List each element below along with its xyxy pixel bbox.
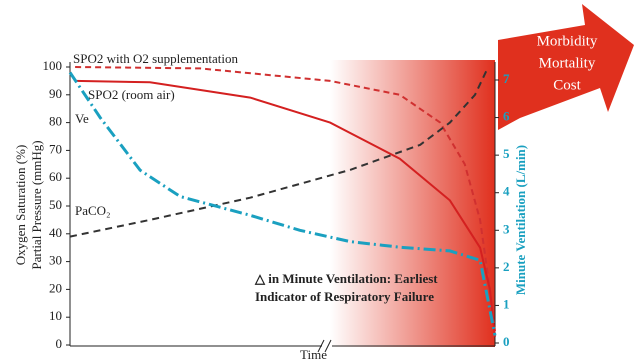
- y-tick-label: 60: [49, 169, 62, 184]
- y-tick-label: 50: [49, 197, 62, 212]
- x-label: Time: [300, 347, 327, 361]
- y2-tick-label: 3: [503, 221, 510, 236]
- y-tick-label: 0: [56, 336, 63, 351]
- y-label: Oxygen Saturation (%): [13, 145, 28, 266]
- y-tick-label: 90: [49, 86, 62, 101]
- y-tick-label: 100: [43, 58, 63, 73]
- y2-tick-label: 0: [503, 334, 510, 349]
- y-tick-label: 30: [49, 253, 62, 268]
- annotation: Indicator of Respiratory Failure: [255, 289, 434, 304]
- y2-tick-label: 7: [503, 71, 510, 86]
- y-tick-label: 80: [49, 114, 62, 129]
- y-tick-label: 70: [49, 141, 62, 156]
- arrow-text: Morbidity: [537, 33, 598, 49]
- y2-tick-label: 4: [503, 184, 510, 199]
- series-line: [69, 69, 488, 238]
- y2-tick-label: 1: [503, 296, 510, 311]
- series-line: [68, 71, 497, 336]
- series-label: PaCO₂: [75, 203, 111, 218]
- y-tick-label: 10: [49, 308, 62, 323]
- risk-gradient: [330, 60, 495, 347]
- series-line: [75, 79, 496, 337]
- y-tick-label: 40: [49, 225, 62, 240]
- axis-break: [317, 339, 332, 353]
- risk-arrow: [498, 4, 634, 130]
- series-label: SPO2 with O2 supplementation: [73, 51, 239, 66]
- series-label: SPO2 (room air): [88, 87, 175, 102]
- arrow-text: Mortality: [539, 55, 596, 71]
- series-line: [75, 66, 496, 332]
- y2-tick-label: 6: [503, 109, 510, 124]
- series-label: Ve: [75, 111, 89, 126]
- y2-label: Minute Ventilation (L/min): [513, 145, 528, 295]
- y2-tick-label: 2: [503, 259, 510, 274]
- y-label: Partial Pressure (mmHg): [29, 140, 44, 269]
- arrow-text: Cost: [553, 77, 581, 93]
- annotation: △ in Minute Ventilation: Earliest: [254, 271, 438, 286]
- y-tick-label: 20: [49, 280, 62, 295]
- y2-tick-label: 5: [503, 146, 510, 161]
